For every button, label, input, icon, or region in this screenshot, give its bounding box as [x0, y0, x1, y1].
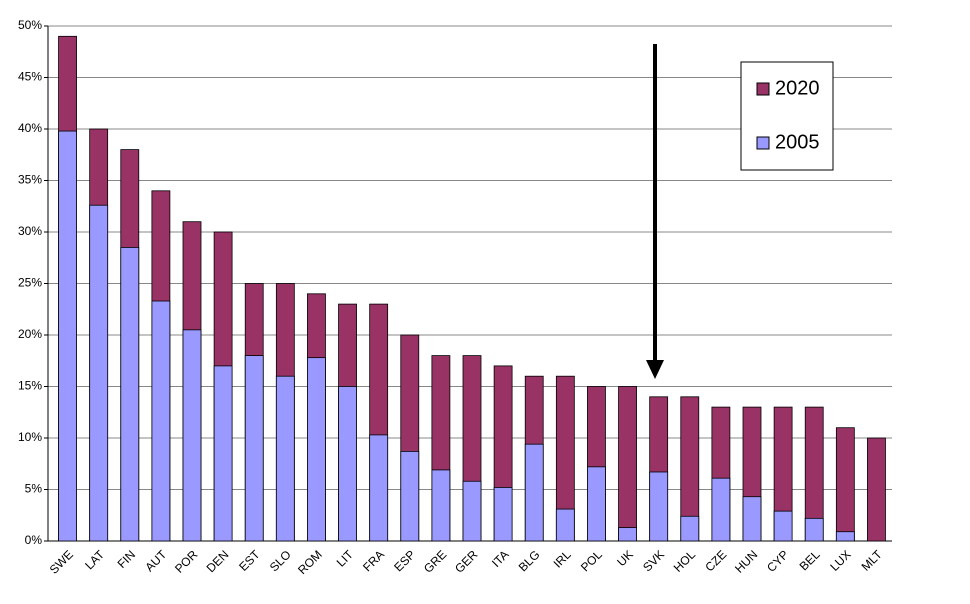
- bar: [773, 510, 793, 542]
- y-tick-label: 10%: [18, 430, 42, 444]
- x-tick-label: SLO: [267, 547, 294, 574]
- x-tick-label: HUN: [732, 547, 760, 575]
- bar: [462, 480, 482, 542]
- bar: [835, 531, 855, 542]
- x-tick-label: DEN: [204, 547, 232, 575]
- legend-swatch: [756, 136, 770, 150]
- x-tick-label: SWE: [47, 547, 76, 576]
- bar: [151, 300, 171, 542]
- x-tick-label: UK: [614, 547, 636, 569]
- bar: [369, 434, 389, 542]
- x-tick-label: SVK: [640, 547, 667, 574]
- x-tick-label: MLT: [859, 547, 886, 574]
- bar: [711, 477, 731, 542]
- x-tick-label: FIN: [115, 547, 139, 571]
- x-tick-label: IRL: [551, 547, 574, 570]
- legend-swatch: [756, 82, 770, 96]
- legend-label: 2020: [775, 77, 820, 99]
- x-tick-label: POR: [172, 547, 201, 576]
- bar: [275, 375, 295, 542]
- x-tick-label: BLG: [516, 547, 543, 574]
- bar: [213, 365, 233, 542]
- x-tick-label: GER: [452, 547, 481, 576]
- x-tick-label: BEL: [797, 547, 823, 573]
- bar: [431, 469, 451, 542]
- bar: [649, 471, 669, 542]
- x-tick-label: CZE: [702, 547, 729, 574]
- y-tick-label: 5%: [25, 482, 43, 496]
- bar: [618, 527, 637, 542]
- y-tick-label: 25%: [18, 276, 42, 290]
- x-tick-label: POL: [578, 547, 605, 574]
- x-tick-label: AUT: [142, 547, 169, 574]
- bar: [804, 517, 824, 542]
- bar: [182, 329, 202, 542]
- bar: [587, 466, 606, 542]
- bar: [58, 130, 77, 542]
- x-tick-label: LAT: [82, 547, 107, 572]
- y-tick-label: 15%: [18, 379, 42, 393]
- legend: 2020 2005: [740, 61, 834, 171]
- legend-box: [740, 61, 834, 171]
- x-tick-label: ROM: [295, 547, 325, 577]
- arrow-head: [646, 360, 664, 379]
- x-tick-label: LUX: [827, 547, 853, 573]
- x-tick-label: EST: [236, 547, 263, 574]
- x-tick-label: FRA: [360, 547, 387, 574]
- y-tick-label: 20%: [18, 327, 42, 341]
- bar: [742, 496, 762, 542]
- x-tick-label: HOL: [671, 547, 699, 575]
- bar: [680, 515, 700, 542]
- bar: [307, 357, 326, 542]
- bar: [835, 427, 855, 542]
- x-tick-label: ESP: [391, 547, 418, 574]
- bar: [524, 443, 544, 542]
- y-tick-label: 50%: [18, 18, 42, 32]
- y-tick-label: 45%: [18, 70, 42, 84]
- x-tick-label: CYP: [764, 547, 791, 574]
- y-tick-label: 40%: [18, 121, 42, 135]
- bar: [120, 247, 140, 542]
- x-tick-label: ITA: [489, 547, 511, 569]
- bar: [89, 204, 109, 542]
- bar: [338, 386, 357, 542]
- bar: [400, 450, 420, 542]
- bar: [555, 508, 575, 542]
- bar: [867, 437, 886, 542]
- bar: [244, 355, 264, 542]
- x-tick-label: GRE: [421, 547, 449, 575]
- y-tick-label: 30%: [18, 224, 42, 238]
- y-tick-label: 35%: [18, 173, 42, 187]
- x-tick-label: LIT: [334, 547, 357, 570]
- legend-label: 2005: [775, 131, 820, 153]
- y-tick-label: 0%: [25, 533, 43, 547]
- bar: [493, 487, 513, 542]
- bar: [618, 386, 637, 542]
